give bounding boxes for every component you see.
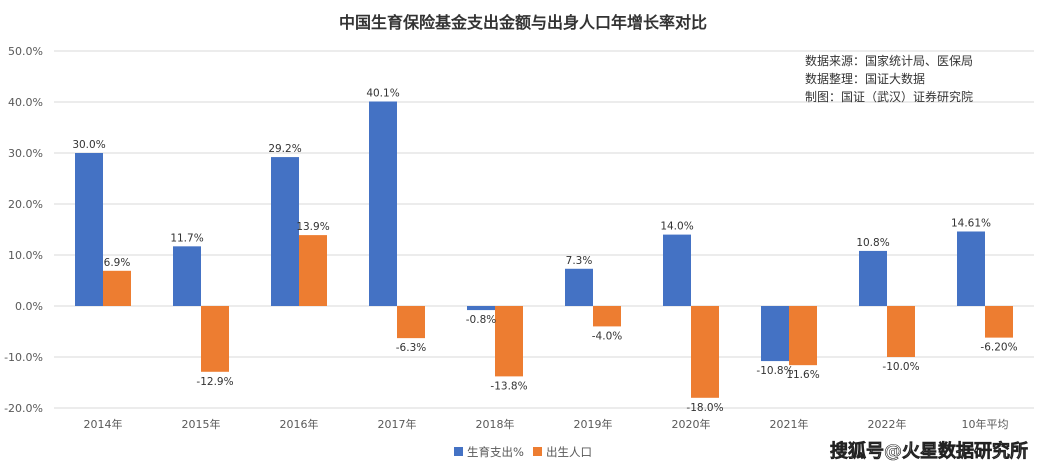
bar-series-2 [397, 306, 425, 339]
bar-series-2 [299, 235, 327, 306]
y-tick-label: 50.0% [8, 45, 43, 58]
bar-series-2 [201, 306, 229, 372]
x-tick-label: 2020年 [672, 417, 711, 431]
data-label-series-2: -12.9% [196, 376, 233, 388]
bar-series-1 [369, 101, 397, 307]
data-label-series-1: -0.8% [466, 314, 496, 326]
watermark: 搜狐号@火星数据研究所 [830, 440, 1028, 462]
data-label-series-2: -6.20% [980, 342, 1017, 354]
bar-series-1 [467, 306, 495, 311]
data-label-series-2: -18.0% [686, 402, 723, 414]
bar-series-1 [173, 246, 201, 306]
data-label-series-1: 14.0% [660, 221, 693, 233]
data-labels: 30.0% 6.9% 11.7% -12.9% 29.2% 13.9% 40.1% -6.3%… [72, 87, 1017, 413]
legend-swatch-series-2 [533, 447, 542, 456]
bar-series-2 [887, 306, 915, 357]
data-label-series-1: 11.7% [170, 232, 203, 244]
data-label-series-2: 6.9% [104, 257, 131, 269]
bar-series-1 [75, 153, 103, 306]
data-label-series-1: 7.3% [566, 255, 593, 267]
x-tick-label: 2016年 [280, 417, 319, 431]
y-tick-label: 20.0% [8, 198, 43, 211]
x-tick-label: 2018年 [476, 417, 515, 431]
data-label-series-2: 13.9% [296, 221, 329, 233]
bar-series-1 [565, 268, 593, 306]
bars [75, 101, 1013, 398]
y-tick-label: -10.0% [4, 351, 43, 364]
source-notes: 数据来源：国家统计局、医保局 数据整理：国证大数据 制图：国证（武汉）证券研究院 [805, 53, 973, 104]
bar-series-2 [691, 306, 719, 398]
data-label-series-1: 14.61% [951, 217, 991, 229]
bar-series-1 [271, 157, 299, 306]
bar-series-2 [103, 270, 131, 306]
data-label-series-2: 11.6% [786, 369, 819, 381]
data-label-series-1: 40.1% [366, 87, 399, 99]
data-label-series-2: -13.8% [490, 380, 527, 392]
legend-label-series-2: 出生人口 [546, 445, 592, 459]
bar-series-2 [495, 306, 523, 377]
x-tick-label: 2021年 [770, 417, 809, 431]
y-tick-label: 40.0% [8, 96, 43, 109]
y-tick-label: 0.0% [15, 300, 43, 313]
source-note: 制图：国证（武汉）证券研究院 [805, 89, 973, 104]
x-tick-label: 2015年 [182, 417, 221, 431]
x-tick-label: 10年平均 [962, 417, 1009, 431]
x-tick-label: 2017年 [378, 417, 417, 431]
y-axis-ticks: 50.0% 40.0% 30.0% 20.0% 10.0% 0.0% -10.0% -20.0… [4, 45, 43, 415]
bar-series-2 [593, 306, 621, 327]
y-tick-label: -20.0% [4, 402, 43, 415]
x-tick-label: 2019年 [574, 417, 613, 431]
chart-title: 中国生育保险基金支出金额与出身人口年增长率对比 [339, 13, 707, 32]
y-tick-label: 30.0% [8, 147, 43, 160]
bar-series-1 [761, 306, 789, 362]
bar-series-1 [663, 234, 691, 306]
data-label-series-1: 30.0% [72, 139, 105, 151]
data-label-series-1: 29.2% [268, 143, 301, 155]
source-note: 数据来源：国家统计局、医保局 [805, 53, 973, 68]
source-note: 数据整理：国证大数据 [805, 71, 925, 86]
legend-swatch-series-1 [454, 447, 463, 456]
x-tick-label: 2014年 [84, 417, 123, 431]
data-label-series-2: -10.0% [882, 361, 919, 373]
data-label-series-2: -4.0% [592, 330, 622, 342]
data-label-series-1: 10.8% [856, 237, 889, 249]
x-tick-label: 2022年 [868, 417, 907, 431]
legend-label-series-1: 生育支出% [467, 445, 524, 459]
bar-series-1 [859, 250, 887, 306]
bar-series-2 [789, 306, 817, 366]
bar-series-2 [985, 306, 1013, 338]
data-label-series-1: -10.8% [756, 365, 793, 377]
data-label-series-2: -6.3% [396, 342, 426, 354]
bar-series-1 [957, 231, 985, 306]
legend: 生育支出% 出生人口 [454, 445, 592, 459]
y-tick-label: 10.0% [8, 249, 43, 262]
x-axis-ticks: 2014年 2015年 2016年 2017年 2018年 2019年 2020年 2021年… [84, 417, 1009, 431]
